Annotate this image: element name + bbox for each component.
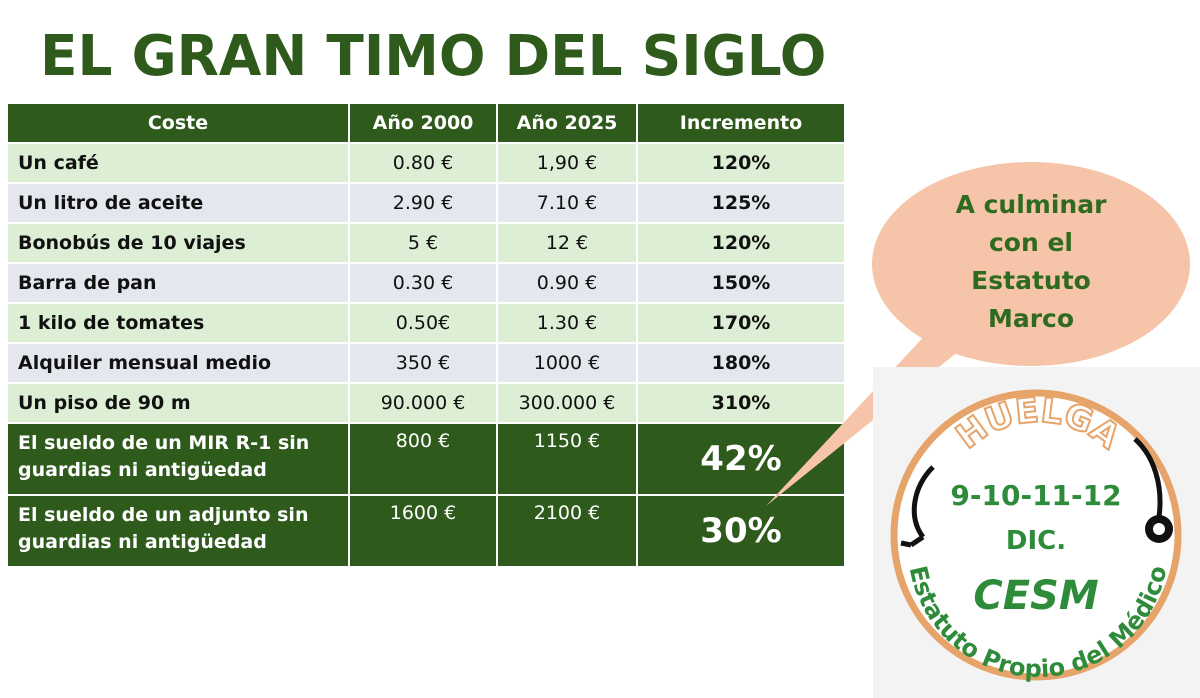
row-year-2025: 1.30 € bbox=[496, 302, 638, 344]
row-year-2025: 1000 € bbox=[496, 342, 638, 384]
stethoscope-icon bbox=[900, 437, 1173, 548]
row-increment: 310% bbox=[636, 382, 846, 424]
page-title: EL GRAN TIMO DEL SIGLO bbox=[40, 24, 827, 89]
salary-increment: 30% bbox=[636, 494, 846, 568]
table-row: Bonobús de 10 viajes 5 € 12 € 120% bbox=[6, 222, 846, 264]
table-row: Un café 0.80 € 1,90 € 120% bbox=[6, 142, 846, 184]
stamp-dates: 9-10-11-12 bbox=[950, 479, 1121, 512]
row-increment: 120% bbox=[636, 142, 846, 184]
row-year-2025: 7.10 € bbox=[496, 182, 638, 224]
cost-comparison-table: Coste Año 2000 Año 2025 Incremento Un ca… bbox=[6, 102, 846, 568]
row-year-2000: 0.30 € bbox=[348, 262, 498, 304]
stamp-ring bbox=[890, 389, 1182, 681]
column-header-incremento: Incremento bbox=[636, 102, 846, 144]
row-year-2000: 5 € bbox=[348, 222, 498, 264]
row-year-2025: 12 € bbox=[496, 222, 638, 264]
cesm-logo: CESM bbox=[973, 573, 1098, 619]
row-item: Un litro de aceite bbox=[6, 182, 350, 224]
salary-year-2000: 800 € bbox=[348, 422, 498, 496]
row-item: 1 kilo de tomates bbox=[6, 302, 350, 344]
row-year-2025: 1,90 € bbox=[496, 142, 638, 184]
bubble-line: Marco bbox=[987, 304, 1075, 333]
column-header-ano-2000: Año 2000 bbox=[348, 102, 498, 144]
salary-label-line2: guardias ni antigüedad bbox=[18, 531, 267, 553]
row-increment: 150% bbox=[636, 262, 846, 304]
bubble-line: A culminar bbox=[955, 190, 1107, 219]
row-year-2025: 0.90 € bbox=[496, 262, 638, 304]
row-increment: 125% bbox=[636, 182, 846, 224]
salary-label-line1: El sueldo de un adjunto sin bbox=[18, 504, 309, 526]
row-item: Alquiler mensual medio bbox=[6, 342, 350, 384]
salary-label: El sueldo de un adjunto sin guardias ni … bbox=[6, 494, 350, 568]
stamp-month: DIC. bbox=[1006, 526, 1066, 556]
row-year-2000: 350 € bbox=[348, 342, 498, 384]
row-increment: 180% bbox=[636, 342, 846, 384]
row-item: Bonobús de 10 viajes bbox=[6, 222, 350, 264]
salary-year-2025: 1150 € bbox=[496, 422, 638, 496]
bubble-line: con el bbox=[988, 228, 1074, 257]
row-increment: 120% bbox=[636, 222, 846, 264]
column-header-ano-2025: Año 2025 bbox=[496, 102, 638, 144]
table-row: 1 kilo de tomates 0.50€ 1.30 € 170% bbox=[6, 302, 846, 344]
row-increment: 170% bbox=[636, 302, 846, 344]
speech-bubble bbox=[872, 162, 1190, 366]
row-item: Un café bbox=[6, 142, 350, 184]
strike-stamp: HUELGA 9-10-11-12 DIC. CESM Estatuto Pro… bbox=[890, 389, 1182, 683]
speech-bubble-text: A culminar con el Estatuto Marco bbox=[872, 186, 1190, 338]
table-header-row: Coste Año 2000 Año 2025 Incremento bbox=[6, 102, 846, 144]
table-row: Barra de pan 0.30 € 0.90 € 150% bbox=[6, 262, 846, 304]
bubble-line: Estatuto bbox=[971, 266, 1091, 295]
row-year-2000: 0.50€ bbox=[348, 302, 498, 344]
row-year-2000: 0.80 € bbox=[348, 142, 498, 184]
row-year-2000: 2.90 € bbox=[348, 182, 498, 224]
salary-year-2000: 1600 € bbox=[348, 494, 498, 568]
column-header-coste: Coste bbox=[6, 102, 350, 144]
table-row: Un piso de 90 m 90.000 € 300.000 € 310% bbox=[6, 382, 846, 424]
salary-row-adjunto: El sueldo de un adjunto sin guardias ni … bbox=[6, 494, 846, 568]
salary-label-line1: El sueldo de un MIR R-1 sin bbox=[18, 432, 310, 454]
salary-label-line2: guardias ni antigüedad bbox=[18, 459, 267, 481]
salary-year-2025: 2100 € bbox=[496, 494, 638, 568]
table-row: Un litro de aceite 2.90 € 7.10 € 125% bbox=[6, 182, 846, 224]
table-row: Alquiler mensual medio 350 € 1000 € 180% bbox=[6, 342, 846, 384]
row-item: Un piso de 90 m bbox=[6, 382, 350, 424]
row-year-2000: 90.000 € bbox=[348, 382, 498, 424]
salary-label: El sueldo de un MIR R-1 sin guardias ni … bbox=[6, 422, 350, 496]
row-year-2025: 300.000 € bbox=[496, 382, 638, 424]
row-item: Barra de pan bbox=[6, 262, 350, 304]
